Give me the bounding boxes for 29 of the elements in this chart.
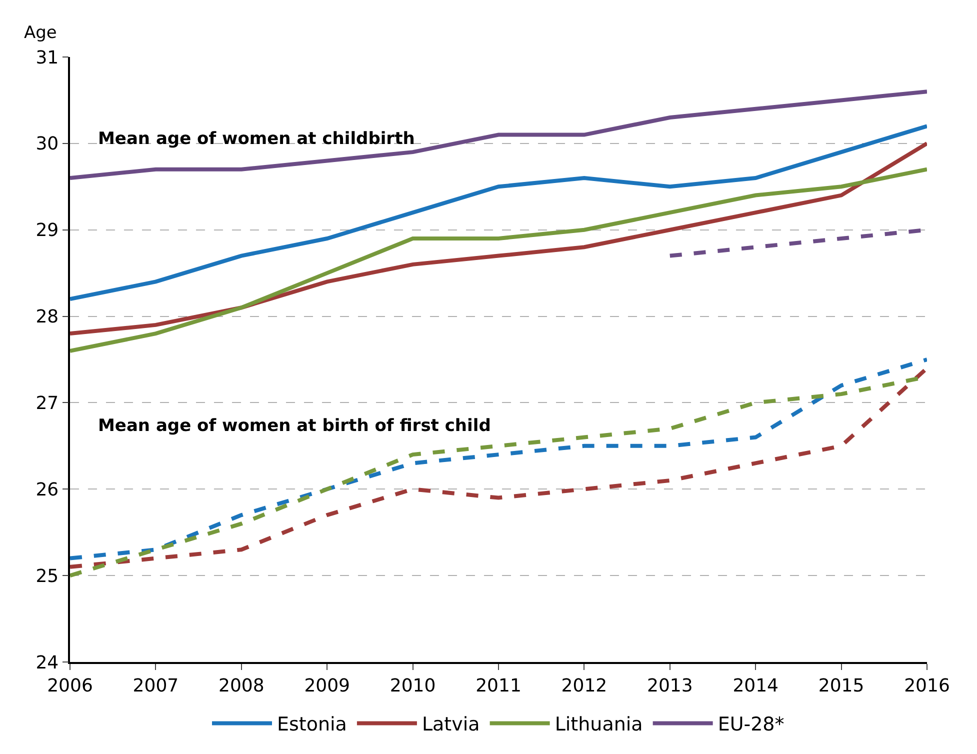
y-tick-label: 26 (36, 479, 59, 500)
x-tick-label: 2015 (818, 675, 864, 696)
line-series (70, 90, 927, 180)
legend-label: EU-28* (718, 714, 784, 736)
y-axis-title: Age (24, 23, 57, 43)
x-tick-label: 2006 (47, 675, 93, 696)
line-series (70, 167, 927, 353)
line-series (70, 124, 927, 301)
y-tick-label: 24 (36, 652, 59, 674)
annotation: Mean age of women at childbirth (98, 129, 415, 149)
x-tick-label: 2014 (732, 675, 779, 696)
x-tick-label: 2009 (304, 675, 350, 696)
x-tick-label: 2013 (646, 675, 693, 696)
legend-label: Lithuania (554, 714, 643, 736)
y-tick-label: 29 (36, 220, 59, 242)
x-tick-label: 2010 (390, 675, 436, 696)
y-tick-label: 31 (36, 47, 59, 68)
y-tick-label: 28 (36, 306, 59, 328)
y-tick-label: 30 (36, 134, 59, 155)
annotation: Mean age of women at birth of first child (98, 416, 491, 436)
x-tick-label: 2012 (561, 675, 608, 696)
x-tick-label: 2016 (904, 675, 950, 696)
x-tick-label: 2008 (218, 675, 264, 696)
legend-label: Estonia (277, 714, 347, 736)
x-tick-label: 2011 (476, 675, 522, 696)
y-tick-label: 27 (36, 393, 59, 414)
legend-label: Latvia (422, 714, 480, 736)
y-tick-label: 25 (36, 566, 59, 587)
x-tick-label: 2007 (132, 675, 179, 696)
